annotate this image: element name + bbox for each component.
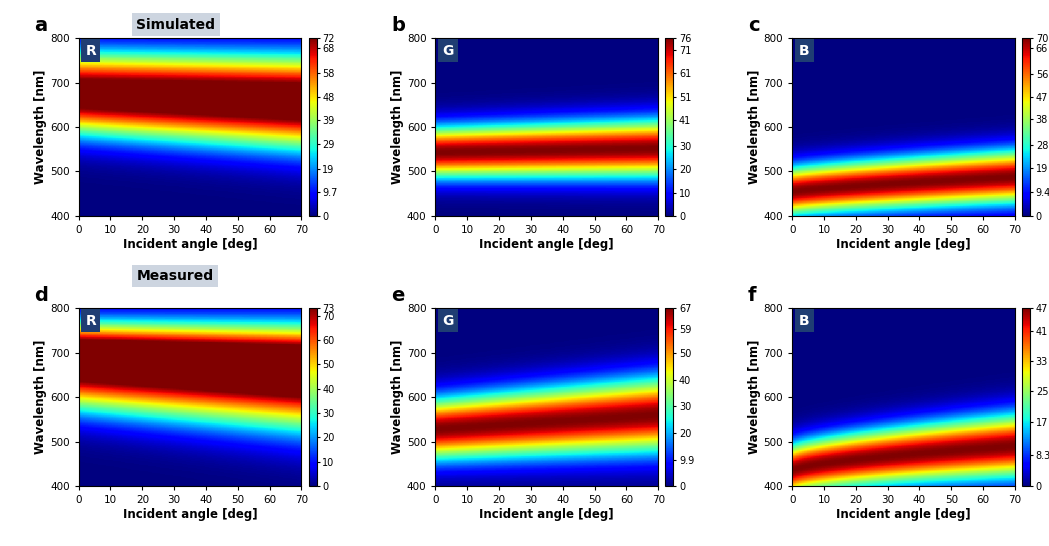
Text: d: d: [35, 286, 48, 305]
Text: e: e: [391, 286, 404, 305]
Y-axis label: Wavelength [nm]: Wavelength [nm]: [35, 340, 47, 454]
Text: Measured: Measured: [136, 269, 214, 283]
Y-axis label: Wavelength [nm]: Wavelength [nm]: [35, 70, 47, 184]
Text: Simulated: Simulated: [136, 17, 215, 32]
Y-axis label: Wavelength [nm]: Wavelength [nm]: [748, 340, 761, 454]
X-axis label: Incident angle [deg]: Incident angle [deg]: [479, 508, 614, 521]
X-axis label: Incident angle [deg]: Incident angle [deg]: [836, 238, 971, 251]
Text: a: a: [35, 16, 47, 34]
Text: G: G: [442, 313, 453, 328]
Text: R: R: [85, 313, 97, 328]
Y-axis label: Wavelength [nm]: Wavelength [nm]: [391, 340, 404, 454]
X-axis label: Incident angle [deg]: Incident angle [deg]: [479, 238, 614, 251]
Text: c: c: [748, 16, 759, 34]
Text: b: b: [391, 16, 405, 34]
X-axis label: Incident angle [deg]: Incident angle [deg]: [123, 508, 257, 521]
Y-axis label: Wavelength [nm]: Wavelength [nm]: [748, 70, 761, 184]
Text: f: f: [748, 286, 756, 305]
Text: B: B: [799, 44, 810, 57]
Text: R: R: [85, 44, 97, 57]
Text: G: G: [442, 44, 453, 57]
X-axis label: Incident angle [deg]: Incident angle [deg]: [123, 238, 257, 251]
X-axis label: Incident angle [deg]: Incident angle [deg]: [836, 508, 971, 521]
Y-axis label: Wavelength [nm]: Wavelength [nm]: [391, 70, 404, 184]
Text: B: B: [799, 313, 810, 328]
